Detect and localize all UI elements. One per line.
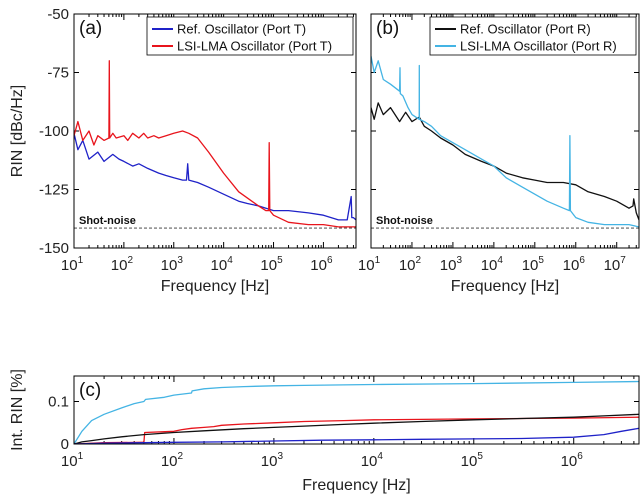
legend-box bbox=[146, 16, 354, 56]
x-tick-label: 107 bbox=[604, 255, 627, 274]
x-axis-label: Frequency [Hz] bbox=[161, 278, 269, 295]
series-line-4 bbox=[74, 427, 639, 444]
x-tick-label: 105 bbox=[461, 451, 484, 470]
x-tick-label: 106 bbox=[563, 255, 586, 274]
legend-box bbox=[429, 16, 637, 56]
series-line-2 bbox=[371, 55, 639, 228]
y-tick-label: -150 bbox=[39, 240, 69, 257]
x-tick-label: 105 bbox=[260, 255, 283, 274]
x-tick-label: 104 bbox=[361, 451, 384, 470]
x-tick-label: 101 bbox=[61, 451, 84, 470]
x-tick-label: 103 bbox=[261, 451, 284, 470]
legend-entry: Ref. Oscillator (Port R) bbox=[460, 22, 591, 37]
panel-a: -150 -125 -100 -75 -50 101 102 103 104 105 106 Shot… bbox=[9, 6, 357, 295]
y-axis-label: Int. RIN [%] bbox=[9, 369, 26, 451]
x-tick-label: 104 bbox=[211, 255, 234, 274]
x-tick-label: 104 bbox=[481, 255, 504, 274]
x-axis-label: Frequency [Hz] bbox=[302, 477, 410, 494]
legend: Ref. Oscillator (Port R) LSI-LMA Oscillat… bbox=[429, 16, 637, 56]
panel-label: (a) bbox=[79, 18, 102, 39]
x-tick-label: 102 bbox=[399, 255, 422, 274]
legend-entry: LSI-LMA Oscillator (Port R) bbox=[460, 39, 617, 54]
series-line-1 bbox=[74, 380, 639, 444]
panel-label: (c) bbox=[79, 380, 101, 401]
x-tick-label: 102 bbox=[161, 451, 184, 470]
x-tick-label: 103 bbox=[161, 255, 184, 274]
x-tick-label: 106 bbox=[310, 255, 333, 274]
legend: Ref. Oscillator (Port T) LSI-LMA Oscillat… bbox=[146, 16, 354, 56]
shot-noise-label: Shot-noise bbox=[376, 215, 433, 227]
series-line-1 bbox=[371, 102, 639, 221]
panel-b: 101 102 103 104 105 106 107 Shot-noise (b) Ref. O… bbox=[358, 13, 640, 295]
x-tick-label: 101 bbox=[61, 255, 84, 274]
legend-entry: LSI-LMA Oscillator (Port T) bbox=[177, 39, 332, 54]
series-line-1 bbox=[74, 133, 356, 221]
y-tick-label: -100 bbox=[39, 123, 69, 140]
shot-noise-label: Shot-noise bbox=[79, 215, 136, 227]
x-tick-label: 106 bbox=[561, 451, 584, 470]
panel-label: (b) bbox=[376, 18, 399, 39]
y-tick-label: 0.1 bbox=[48, 394, 69, 411]
series-line-2 bbox=[74, 416, 639, 444]
y-axis-label: RIN [dBc/Hz] bbox=[9, 85, 26, 177]
y-tick-label: 0 bbox=[61, 436, 69, 453]
x-tick-label: 103 bbox=[440, 255, 463, 274]
x-tick-label: 105 bbox=[522, 255, 545, 274]
x-axis-label: Frequency [Hz] bbox=[451, 278, 559, 295]
plot-frame bbox=[370, 13, 640, 249]
series-line-3 bbox=[74, 413, 639, 444]
series-line-2 bbox=[74, 60, 356, 228]
series-group bbox=[74, 60, 356, 228]
y-tick-label: -50 bbox=[47, 6, 69, 23]
series-group bbox=[74, 380, 639, 444]
y-tick-label: -125 bbox=[39, 182, 69, 199]
plot-frame bbox=[73, 375, 640, 445]
panel-c: 0 0.1 101 102 103 104 105 106 (c) Frequency [Hz] I… bbox=[9, 369, 640, 494]
y-tick-label: -75 bbox=[47, 65, 69, 82]
series-group bbox=[371, 55, 639, 228]
x-tick-label: 102 bbox=[111, 255, 134, 274]
plot-frame bbox=[73, 13, 357, 249]
x-tick-label: 101 bbox=[358, 255, 381, 274]
legend-entry: Ref. Oscillator (Port T) bbox=[177, 22, 306, 37]
